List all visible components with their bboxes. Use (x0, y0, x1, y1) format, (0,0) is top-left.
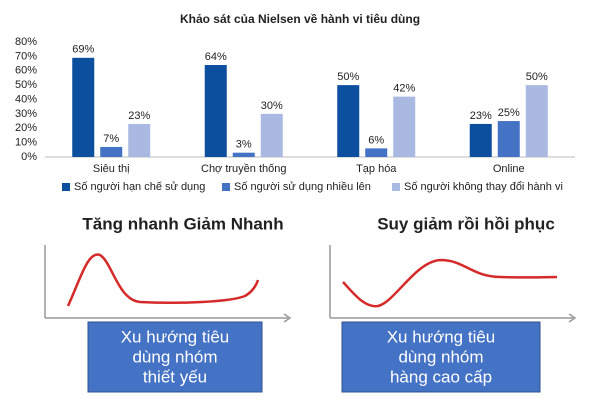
legend-label: Số người hạn chế sử dụng (74, 181, 205, 193)
box-text: thiết yếu (143, 367, 207, 386)
legend-swatch (392, 183, 400, 191)
box-text: dùng nhóm (132, 347, 217, 366)
bar (232, 152, 255, 157)
bar (525, 85, 548, 157)
bar (497, 121, 520, 157)
chart-title: Khảo sát của Nielsen về hành vi tiêu dùn… (180, 12, 420, 26)
panel-diagram (44, 245, 292, 323)
y-tick-label: 10% (15, 137, 37, 149)
y-tick-label: 80% (15, 36, 37, 48)
y-tick-label: 30% (15, 108, 37, 120)
y-tick-label: 0% (21, 151, 37, 163)
value-label: 69% (72, 44, 94, 56)
value-label: 64% (205, 51, 227, 63)
value-label: 50% (526, 71, 548, 83)
box-text: dùng nhóm (398, 347, 483, 366)
y-tick-label: 40% (15, 93, 37, 105)
x-tick-label: Online (493, 163, 525, 175)
bar (72, 57, 95, 157)
value-label: 7% (103, 133, 119, 145)
info-box (87, 321, 263, 393)
legend-label: Số người sử dụng nhiều lên (234, 181, 371, 193)
bar (260, 113, 283, 157)
value-label: 23% (470, 110, 492, 122)
panel-diagram (329, 245, 577, 323)
legend-label: Số người không thay đổi hành vi (404, 181, 563, 193)
x-tick-label: Tạp hóa (356, 163, 397, 175)
box-text: Xu hướng tiêu (121, 327, 230, 346)
box-text: Xu hướng tiêu (387, 327, 496, 346)
value-label: 42% (393, 83, 415, 95)
y-tick-label: 60% (15, 65, 37, 77)
panel-title: Suy giảm rồi hồi phục (377, 214, 555, 233)
info-box (341, 321, 541, 393)
y-tick-label: 20% (15, 122, 37, 134)
bar (100, 146, 123, 157)
bar (128, 123, 151, 157)
value-label: 3% (236, 139, 252, 151)
value-label: 30% (261, 100, 283, 112)
bar (393, 96, 416, 157)
bar (469, 123, 492, 157)
y-tick-label: 50% (15, 79, 37, 91)
value-label: 50% (337, 71, 359, 83)
x-tick-label: Siêu thị (93, 163, 130, 175)
value-label: 25% (498, 107, 520, 119)
box-text: hàng cao cấp (390, 367, 492, 386)
bar (204, 65, 227, 157)
panel-title: Tăng nhanh Giảm Nhanh (82, 214, 283, 233)
y-tick-label: 70% (15, 50, 37, 62)
legend-swatch (222, 183, 230, 191)
bar (337, 85, 360, 157)
value-label: 6% (368, 134, 384, 146)
bar (365, 148, 388, 157)
legend-swatch (62, 183, 70, 191)
value-label: 23% (128, 110, 150, 122)
x-tick-label: Chợ truyền thống (201, 163, 287, 175)
